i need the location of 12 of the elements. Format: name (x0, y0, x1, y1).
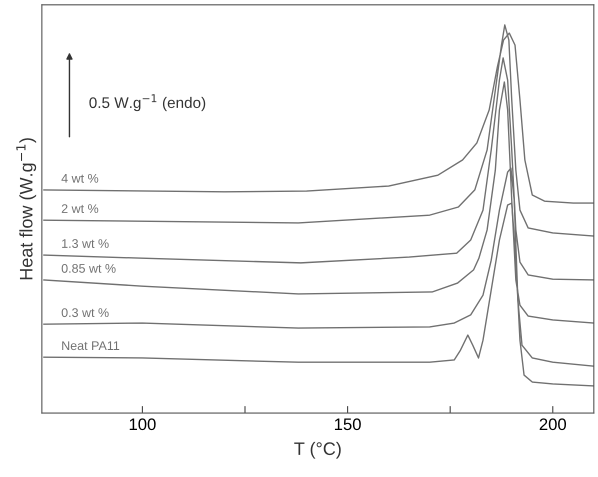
x-tick-label: 150 (334, 418, 361, 430)
x-tick-label: 200 (540, 418, 566, 430)
annotation: 0.5 W.g$^{−1}$ (endo) (89, 94, 206, 112)
series-label: 4 wt % (61, 174, 98, 183)
series-label: 0.85 wt % (62, 264, 116, 273)
series-label: 1.3 wt % (62, 239, 109, 248)
series-label: 0.3 wt % (62, 308, 109, 318)
series-label: 2 wt % (62, 204, 98, 214)
series-label: Neat PA11 (62, 341, 120, 350)
y-axis-title: Heat flow (W.g$^{−1}$) (16, 138, 36, 280)
x-axis-title: T (°C) (294, 442, 341, 459)
x-tick-label: 100 (130, 418, 156, 430)
